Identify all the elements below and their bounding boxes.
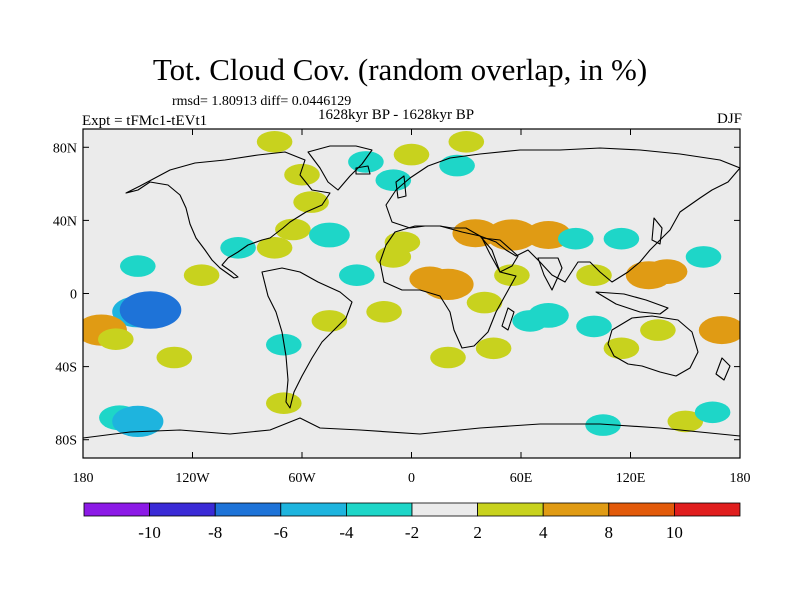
anomaly-region-10: [293, 191, 329, 213]
colorbar-box: [477, 502, 544, 517]
y-tick-label: 80N: [53, 141, 77, 156]
anomaly-region-16: [375, 169, 412, 191]
anomaly-region-40: [640, 319, 676, 341]
x-tick-label: 120W: [175, 471, 210, 486]
anomaly-region-18: [439, 154, 475, 177]
anomaly-region-43: [311, 310, 348, 332]
coast-new-zealand: [715, 357, 731, 381]
colorbar-label: -2: [405, 523, 419, 542]
anomaly-region-1: [119, 291, 182, 329]
colorbar-label: 2: [473, 523, 482, 542]
x-tick-label: 120E: [616, 471, 646, 486]
colorbar-box: [608, 502, 675, 517]
anomaly-region-9: [339, 264, 375, 287]
colorbar-box: [149, 502, 216, 517]
anomaly-region-8: [309, 222, 350, 248]
anomaly-region-29: [685, 246, 722, 268]
y-tick-label: 40S: [55, 361, 77, 376]
anomaly-region-50: [667, 410, 704, 433]
coast-arabia: [481, 237, 519, 273]
anomaly-region-48: [266, 392, 302, 415]
anomaly-region-11: [256, 237, 293, 259]
coast-indonesia: [595, 291, 669, 315]
colorbar-box: [674, 502, 741, 517]
season-label: DJF: [716, 111, 742, 127]
anomaly-region-17: [393, 143, 430, 166]
anomaly-region-12: [220, 237, 256, 259]
anomaly-region-33: [466, 291, 503, 314]
coast-north-america: [125, 151, 331, 279]
anomaly-region-38: [576, 315, 612, 338]
anomaly-region-49: [585, 414, 621, 436]
axis-ticks: 180 120W 60W 0 60E 120E 180 80N 40N 0 40S 80S: [53, 129, 751, 486]
anomaly-region-42: [366, 301, 402, 323]
anomaly-region-7: [275, 218, 311, 241]
anomaly-region-35: [475, 337, 512, 360]
anomaly-region-19: [448, 131, 485, 153]
anomaly-region-37: [528, 303, 569, 328]
anomaly-region-47: [112, 405, 164, 437]
coast-south-america: [261, 267, 353, 409]
experiment-label: Expt = tFMc1-tEVt1: [82, 113, 208, 129]
anomaly-region-41: [698, 316, 740, 345]
x-tick-label: 60W: [288, 471, 316, 486]
colorbar-label: -8: [208, 523, 222, 542]
x-tick-label: 180: [730, 471, 751, 486]
anomaly-region-15: [348, 151, 384, 173]
coast-africa: [379, 225, 517, 349]
colorbar-label: -6: [274, 523, 288, 542]
anomaly-region-28: [646, 259, 688, 284]
colorbar-box: [345, 502, 413, 517]
colorbar: -10 -8 -6 -4 -2 2 4 8 10: [83, 502, 741, 542]
colorbar-label: 10: [666, 523, 683, 542]
anomaly-region-45: [430, 346, 466, 369]
colorbar-box: [83, 502, 150, 517]
anomaly-region-32: [375, 246, 412, 268]
y-tick-label: 80S: [55, 434, 77, 449]
coast-india: [537, 257, 563, 291]
anomaly-region-13: [284, 163, 320, 186]
anomaly-region-14: [256, 131, 293, 153]
colorbar-label: 4: [539, 523, 548, 542]
x-tick-label: 180: [73, 471, 94, 486]
anomaly-region-26: [603, 227, 640, 250]
period-label: 1628kyr BP - 1628kyr BP: [318, 107, 475, 123]
anomaly-region-5: [120, 255, 156, 277]
stats-label: rmsd= 1.80913 diff= 0.0446129: [172, 94, 352, 109]
colorbar-box: [214, 502, 282, 517]
anomaly-region-4: [156, 346, 193, 369]
anomaly-region-31: [409, 266, 451, 292]
colorbar-box: [411, 502, 478, 517]
anomaly-region-24: [558, 227, 594, 250]
colorbar-label: -10: [138, 523, 161, 542]
x-tick-label: 0: [408, 471, 415, 486]
x-tick-label: 60E: [510, 471, 533, 486]
anomaly-region-22: [486, 219, 538, 251]
colorbar-box: [280, 502, 347, 517]
coast-japan: [651, 217, 663, 245]
colorbar-label: -4: [339, 523, 354, 542]
colorbar-label: 8: [605, 523, 614, 542]
anomaly-region-25: [576, 264, 612, 287]
anomaly-field: [83, 131, 740, 437]
coast-antarctica: [83, 417, 740, 439]
y-tick-label: 0: [70, 288, 77, 303]
coastlines: [83, 145, 740, 439]
coast-australia: [607, 315, 699, 377]
coast-madagascar: [501, 307, 515, 331]
colorbar-box: [542, 502, 610, 517]
map-background: [83, 129, 740, 458]
anomaly-region-3: [98, 328, 134, 351]
map-title: Tot. Cloud Cov. (random overlap, in %): [152, 52, 648, 87]
y-tick-label: 40N: [53, 214, 77, 229]
anomaly-region-6: [183, 264, 220, 287]
anomaly-region-51: [694, 401, 731, 424]
coast-iceland: [355, 165, 371, 175]
coast-british-isles: [395, 175, 407, 199]
